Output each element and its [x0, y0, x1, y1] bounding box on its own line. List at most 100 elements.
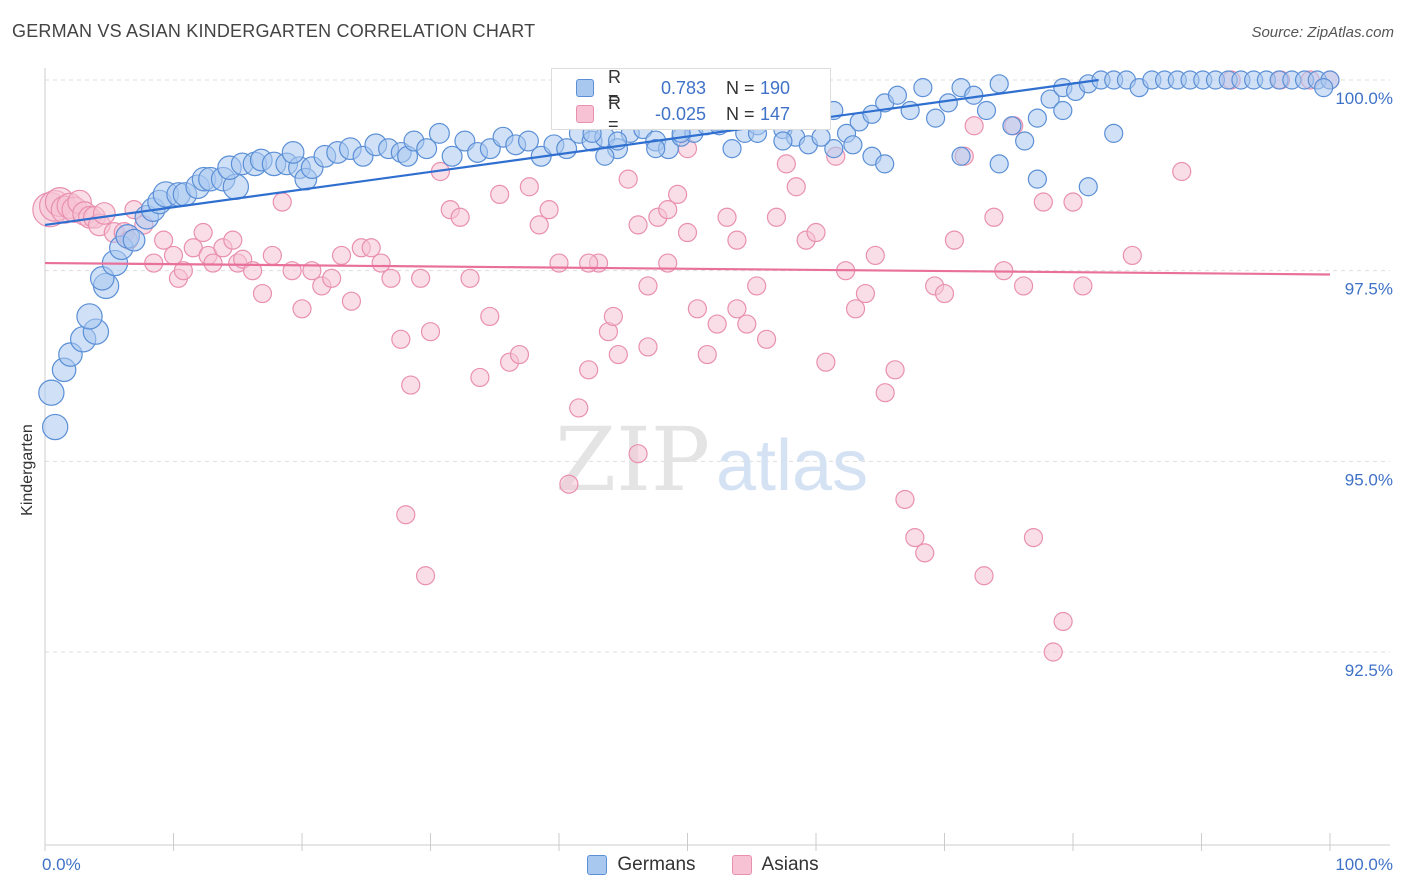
data-point [984, 207, 1004, 227]
data-point [989, 74, 1009, 94]
data-point [420, 322, 441, 342]
data-point [727, 299, 747, 319]
data-point [1027, 108, 1047, 128]
data-point [579, 360, 599, 380]
data-point [737, 314, 757, 334]
data-point [925, 108, 946, 128]
data-point [1053, 611, 1073, 632]
data-point [722, 139, 742, 159]
data-point [944, 230, 964, 250]
german-trendline [44, 78, 1099, 226]
y-tick-label: 97.5% [1345, 280, 1393, 299]
data-point [717, 207, 737, 227]
data-point [646, 139, 666, 159]
trendlines [44, 78, 1331, 276]
data-point [595, 146, 615, 166]
data-point [490, 184, 510, 204]
asians-legend-label: Asians [761, 854, 819, 875]
asians-legend-swatch [731, 855, 752, 875]
n-value: 190 [760, 77, 791, 98]
data-point [824, 139, 844, 159]
data-point [887, 85, 908, 105]
data-point [480, 306, 500, 327]
data-point [519, 177, 539, 197]
data-point [1078, 177, 1098, 197]
data-point [579, 253, 599, 273]
data-point [428, 122, 450, 144]
data-point [707, 314, 727, 334]
data-point [875, 383, 895, 403]
data-point [976, 100, 997, 121]
data-point [1040, 89, 1060, 109]
data-point [331, 245, 352, 266]
data-point [203, 253, 223, 273]
stats-legend: R = 0.783 N = 190 R = -0.025 N = 147 [551, 67, 831, 134]
data-point [341, 291, 362, 311]
r-label: R = [608, 67, 621, 108]
stats-row-germans: R = 0.783 N = 190 [576, 67, 791, 108]
data-point [816, 352, 836, 372]
data-point [281, 141, 305, 164]
data-point [529, 215, 549, 235]
data-point [391, 329, 411, 349]
data-point [1043, 642, 1063, 662]
data-point [845, 299, 866, 319]
data-point [964, 116, 984, 136]
data-point [401, 375, 421, 395]
n-label: N = [726, 77, 755, 98]
data-point [1013, 276, 1034, 296]
data-point [1172, 161, 1192, 182]
data-point [549, 253, 569, 273]
data-point [776, 154, 796, 174]
data-point [895, 489, 915, 510]
data-point [470, 367, 490, 388]
data-point [415, 566, 436, 586]
data-point [1314, 78, 1334, 98]
german-points [38, 70, 1340, 441]
data-point [173, 261, 193, 281]
x-tick-label: 100.0% [1335, 855, 1393, 874]
data-point [242, 261, 263, 281]
data-point [697, 344, 717, 365]
data-point [223, 230, 243, 250]
data-point [658, 200, 678, 220]
data-point [1063, 192, 1083, 212]
data-point [786, 177, 806, 197]
data-point [371, 253, 391, 273]
data-point [322, 268, 342, 288]
data-point [974, 566, 994, 586]
legend-item-germans[interactable]: Germans [587, 854, 696, 876]
legend-item-asians[interactable]: Asians [731, 854, 819, 876]
data-point [396, 505, 416, 525]
data-point [539, 200, 559, 220]
y-tick-label: 100.0% [1335, 89, 1393, 108]
data-point [951, 146, 971, 166]
data-point [92, 202, 116, 225]
data-point [1122, 245, 1142, 266]
data-point [252, 283, 273, 304]
chart-title: GERMAN VS ASIAN KINDERGARTEN CORRELATION… [12, 21, 536, 41]
data-point [163, 245, 184, 266]
y-tick-label: 92.5% [1345, 661, 1393, 680]
data-point [855, 283, 876, 304]
r-value: 0.783 [660, 77, 706, 98]
data-point [262, 245, 282, 266]
data-point [38, 379, 65, 406]
data-point [638, 276, 658, 296]
germans-legend-swatch [587, 855, 608, 875]
x-tick-label: 0.0% [42, 855, 81, 874]
data-point [843, 135, 863, 155]
data-point [628, 215, 648, 235]
data-point [292, 299, 312, 319]
data-point [628, 444, 648, 464]
r-label: R = [608, 93, 621, 134]
watermark-atlas: atlas [716, 426, 868, 506]
data-point [416, 138, 438, 160]
data-point [603, 306, 623, 327]
data-point [122, 228, 146, 252]
tick-labels: 92.5% 95.0% 97.5% 100.0% 0.0% 100.0% [42, 89, 1393, 874]
data-point [411, 268, 431, 288]
data-point [773, 131, 793, 151]
data-point [608, 344, 628, 365]
r-value: -0.025 [654, 103, 706, 124]
